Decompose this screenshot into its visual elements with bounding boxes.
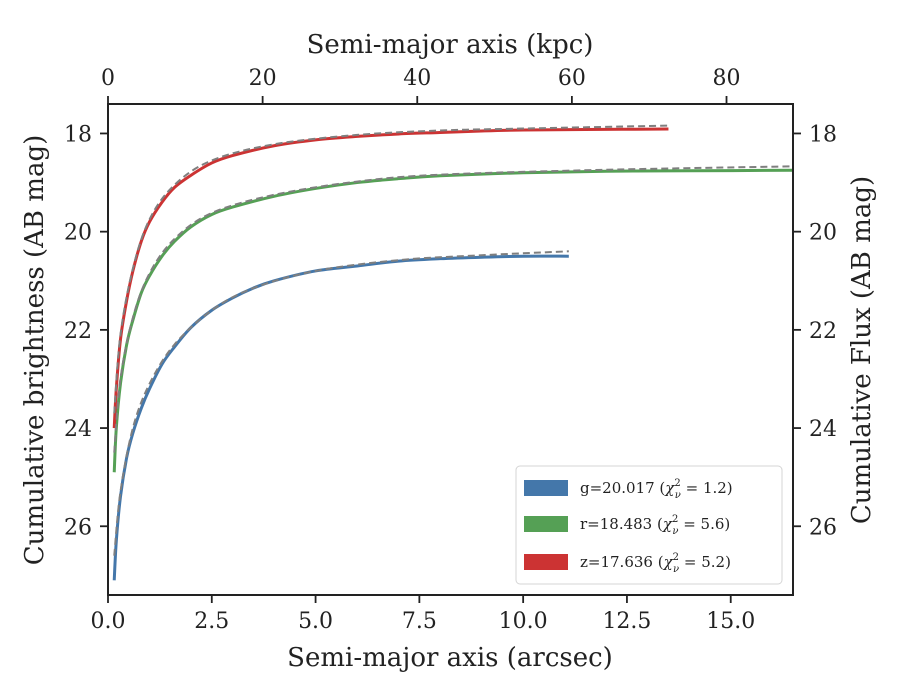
series-line-r bbox=[112, 168, 794, 473]
x-tick-label: 10.0 bbox=[499, 609, 548, 634]
y-tick-label: 26 bbox=[64, 515, 92, 540]
legend-swatch-r bbox=[524, 516, 568, 532]
x2-tick-label: 20 bbox=[249, 66, 277, 91]
y2-axis-label: Cumulative Flux (AB mag) bbox=[847, 176, 877, 524]
y2-tick-label: 20 bbox=[809, 221, 837, 246]
y-tick-label: 18 bbox=[64, 122, 92, 147]
y2-tick-label: 18 bbox=[809, 122, 837, 147]
x2-axis-label: Semi-major axis (kpc) bbox=[307, 30, 594, 60]
legend-box bbox=[515, 465, 783, 585]
x-tick-label: 7.5 bbox=[402, 609, 437, 634]
legend-swatch-g bbox=[524, 480, 568, 496]
model-line-g bbox=[113, 250, 569, 556]
legend-label-g: g=20.017 (χ2 ν = 1.2) bbox=[580, 478, 733, 501]
x2-tick-label: 80 bbox=[713, 66, 741, 91]
legend-items: g=20.017 (χ2 ν = 1.2) r=18.483 (χ2 ν = 5.6)… bbox=[524, 478, 733, 575]
legend-swatch-z bbox=[524, 554, 568, 570]
x-axis-label: Semi-major axis (arcsec) bbox=[287, 643, 613, 673]
series-line-z bbox=[112, 127, 669, 429]
x2-tick-label: 60 bbox=[558, 66, 586, 91]
ticks-layer: 0.0 2.5 5.0 7.5 10.0 12.5 15.0 0 20 40 60 80 18 18 20 2… bbox=[64, 66, 837, 634]
plot-frame bbox=[107, 103, 794, 596]
x-tick-label: 15.0 bbox=[706, 609, 755, 634]
x-tick-label: 2.5 bbox=[194, 609, 229, 634]
model-curves-layer bbox=[113, 124, 794, 556]
x-tick-label: 12.5 bbox=[602, 609, 651, 634]
y-tick-label: 22 bbox=[64, 319, 92, 344]
x-tick-label: 5.0 bbox=[298, 609, 333, 634]
model-line-r bbox=[113, 165, 794, 453]
x2-tick-label: 40 bbox=[403, 66, 431, 91]
y-tick-label: 24 bbox=[64, 417, 92, 442]
x-tick-label: 0.0 bbox=[91, 609, 126, 634]
model-line-z bbox=[113, 124, 669, 414]
y2-tick-label: 24 bbox=[809, 417, 837, 442]
x2-tick-label: 0 bbox=[101, 66, 115, 91]
legend: g=20.017 (χ2 ν = 1.2) r=18.483 (χ2 ν = 5.6)… bbox=[515, 465, 783, 585]
y-tick-label: 20 bbox=[64, 221, 92, 246]
y-axis-label: Cumulative brightness (AB mag) bbox=[20, 135, 50, 566]
y2-tick-label: 26 bbox=[809, 515, 837, 540]
y2-tick-label: 22 bbox=[809, 319, 837, 344]
legend-label-r: r=18.483 (χ2 ν = 5.6) bbox=[580, 514, 730, 537]
legend-label-z: z=17.636 (χ2 ν = 5.2) bbox=[580, 552, 731, 575]
series-line-g bbox=[112, 254, 569, 581]
